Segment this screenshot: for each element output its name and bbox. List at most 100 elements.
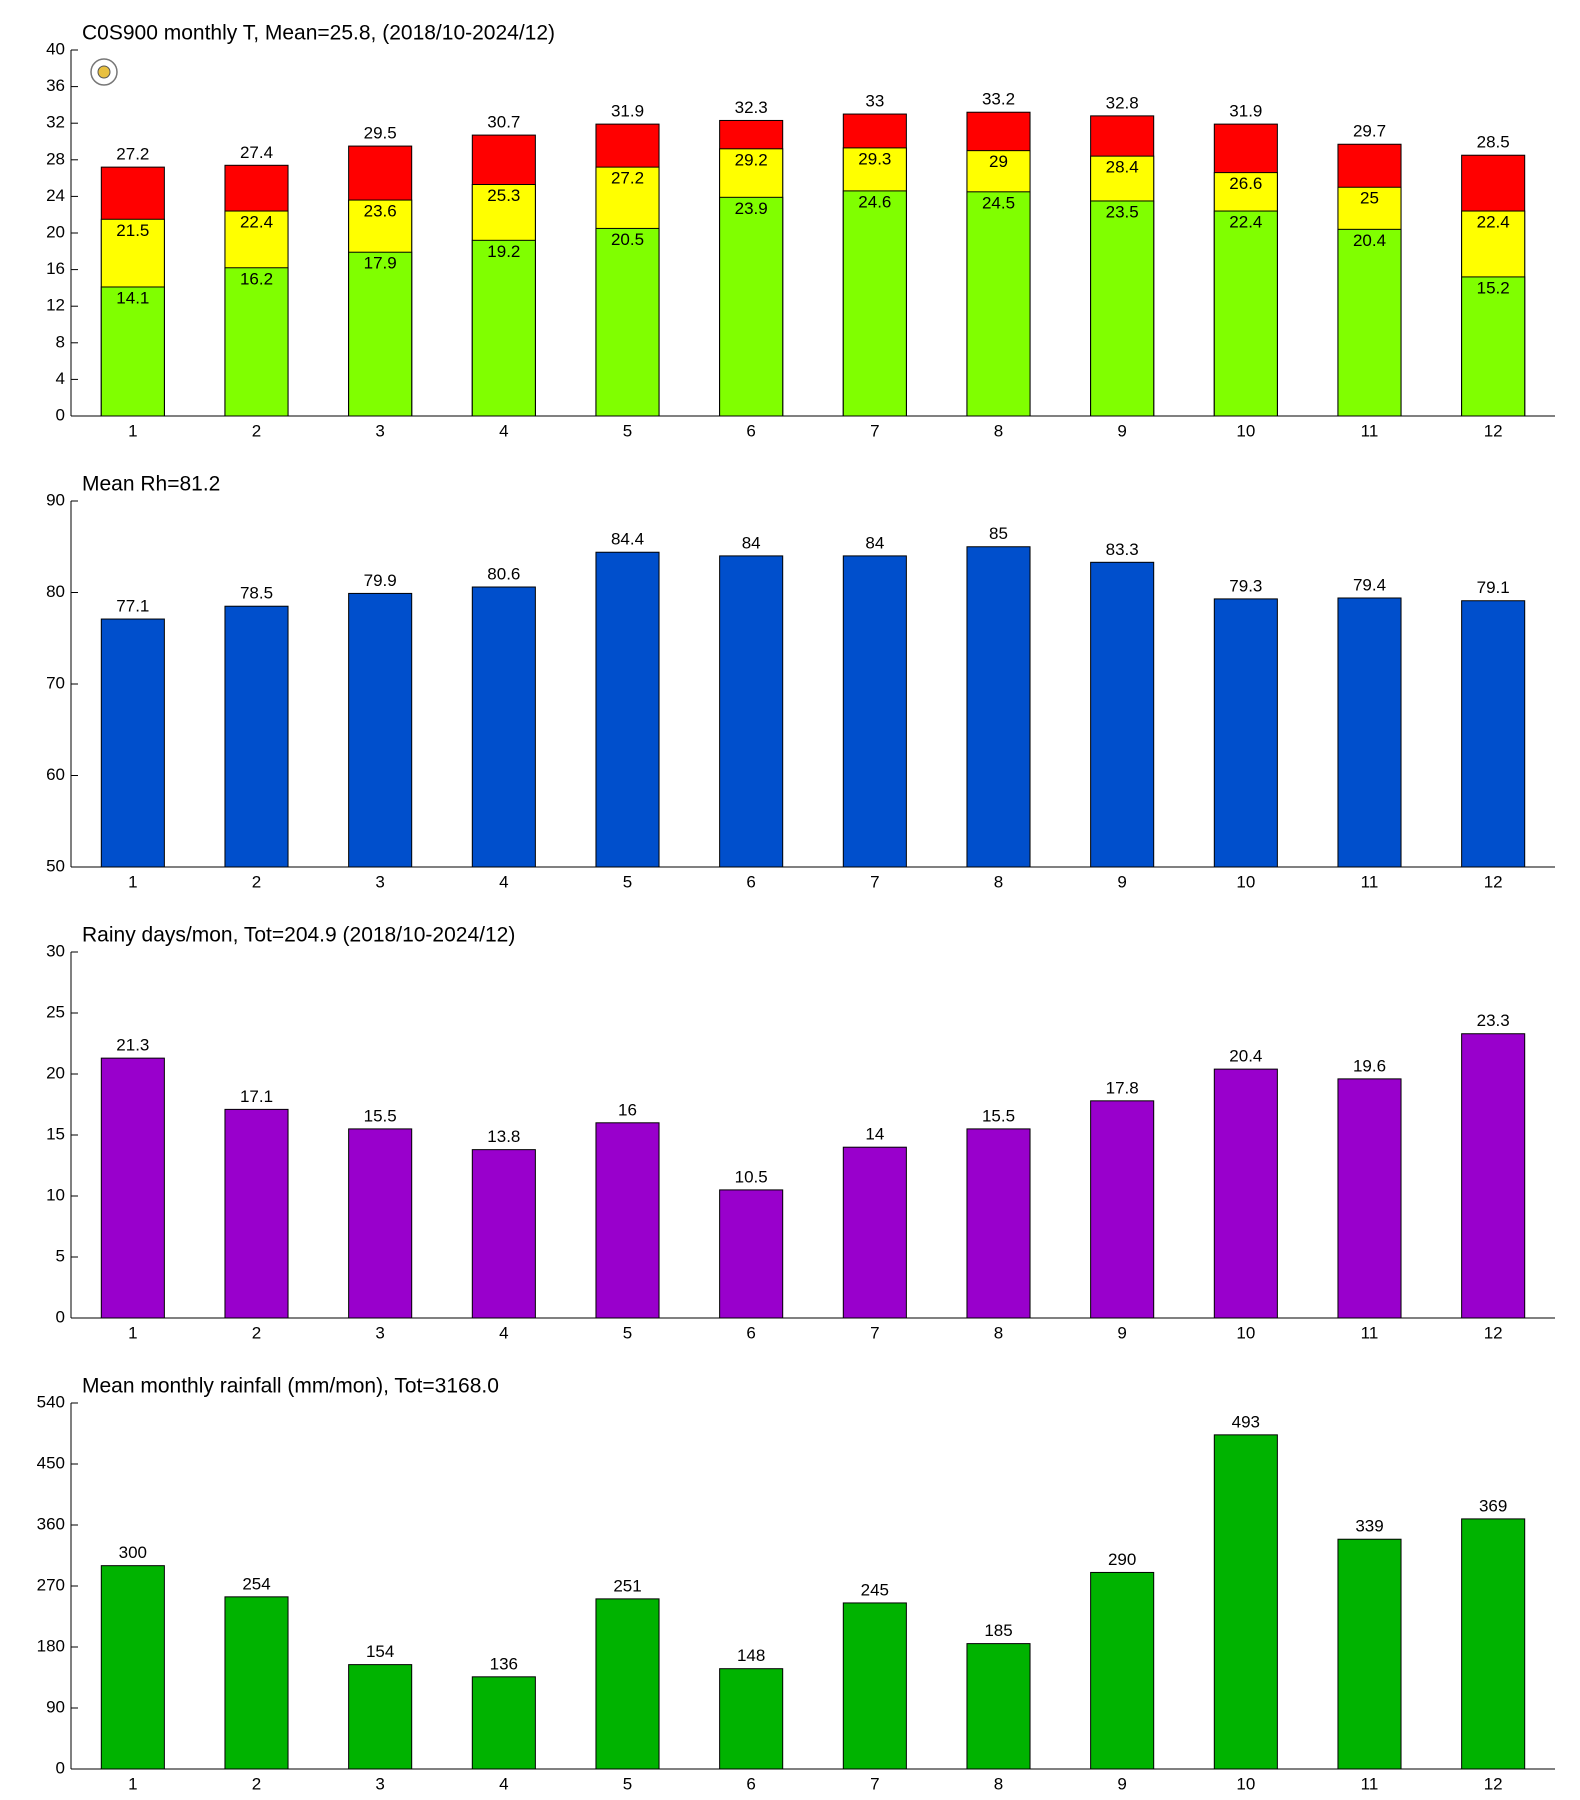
x-tick-label: 1 xyxy=(128,421,137,440)
data-label: 29 xyxy=(989,152,1008,171)
y-tick-label: 90 xyxy=(46,1697,65,1716)
bar xyxy=(595,551,660,868)
x-tick-label: 5 xyxy=(623,1774,632,1793)
y-tick-label: 15 xyxy=(46,1124,65,1143)
bar xyxy=(471,1676,536,1770)
y-tick-label: 270 xyxy=(37,1575,65,1594)
bar xyxy=(966,191,1031,417)
logo xyxy=(90,58,118,86)
x-tick-label: 9 xyxy=(1117,1323,1126,1342)
data-label: 26.6 xyxy=(1229,174,1262,193)
data-label: 27.4 xyxy=(240,143,273,162)
bar xyxy=(100,618,165,868)
data-label: 23.3 xyxy=(1477,1011,1510,1030)
bar xyxy=(471,586,536,868)
x-tick-label: 12 xyxy=(1484,421,1503,440)
x-tick-label: 8 xyxy=(994,1774,1003,1793)
data-label: 77.1 xyxy=(116,597,149,616)
bar xyxy=(224,1596,289,1770)
data-label: 22.4 xyxy=(1477,213,1510,232)
y-tick-label: 16 xyxy=(46,259,65,278)
bar xyxy=(224,267,289,417)
data-label: 251 xyxy=(613,1576,641,1595)
data-label: 136 xyxy=(490,1654,518,1673)
data-label: 33 xyxy=(865,92,884,111)
bar xyxy=(595,1598,660,1770)
x-tick-label: 4 xyxy=(499,872,508,891)
x-tick-label: 7 xyxy=(870,1323,879,1342)
data-label: 83.3 xyxy=(1106,540,1139,559)
x-tick-label: 2 xyxy=(252,1774,261,1793)
bar xyxy=(1461,1518,1526,1770)
bar xyxy=(842,1602,907,1770)
data-label: 290 xyxy=(1108,1550,1136,1569)
data-label: 15.2 xyxy=(1477,278,1510,297)
x-tick-label: 2 xyxy=(252,421,261,440)
bar xyxy=(1337,597,1402,868)
data-label: 84 xyxy=(865,533,884,552)
x-tick-label: 3 xyxy=(375,421,384,440)
x-tick-label: 4 xyxy=(499,1774,508,1793)
x-tick-label: 10 xyxy=(1236,1323,1255,1342)
data-label: 20.4 xyxy=(1229,1047,1262,1066)
data-label: 28.4 xyxy=(1106,158,1139,177)
data-label: 10.5 xyxy=(735,1167,768,1186)
data-label: 369 xyxy=(1479,1496,1507,1515)
y-tick-label: 24 xyxy=(46,186,65,205)
bar xyxy=(966,1643,1031,1770)
bar xyxy=(595,1122,660,1319)
bar xyxy=(966,1128,1031,1319)
data-label: 27.2 xyxy=(611,169,644,188)
bar xyxy=(719,1668,784,1770)
bar xyxy=(348,1128,413,1319)
data-label: 185 xyxy=(984,1621,1012,1640)
x-tick-label: 12 xyxy=(1484,872,1503,891)
data-label: 19.2 xyxy=(487,242,520,261)
bar xyxy=(719,1189,784,1319)
y-tick-label: 32 xyxy=(46,113,65,132)
data-label: 23.6 xyxy=(364,202,397,221)
bar xyxy=(1461,1033,1526,1319)
y-tick-label: 540 xyxy=(37,1392,65,1411)
data-label: 31.9 xyxy=(611,102,644,121)
x-tick-label: 1 xyxy=(128,872,137,891)
data-label: 300 xyxy=(119,1543,147,1562)
bar xyxy=(1337,1538,1402,1770)
bar xyxy=(100,286,165,417)
bar xyxy=(1213,1068,1278,1319)
y-tick-label: 0 xyxy=(56,405,65,424)
x-tick-label: 3 xyxy=(375,1774,384,1793)
data-label: 22.4 xyxy=(240,213,273,232)
chart-title: Rainy days/mon, Tot=204.9 (2018/10-2024/… xyxy=(82,924,515,947)
data-label: 84.4 xyxy=(611,530,644,549)
data-label: 24.6 xyxy=(858,192,891,211)
x-tick-label: 3 xyxy=(375,1323,384,1342)
x-tick-label: 11 xyxy=(1361,1774,1379,1793)
bar xyxy=(348,1664,413,1770)
y-tick-label: 0 xyxy=(56,1307,65,1326)
bar xyxy=(224,605,289,868)
x-tick-label: 10 xyxy=(1236,872,1255,891)
x-tick-label: 5 xyxy=(623,421,632,440)
x-tick-label: 3 xyxy=(375,872,384,891)
data-label: 27.2 xyxy=(116,145,149,164)
data-label: 29.3 xyxy=(858,149,891,168)
data-label: 22.4 xyxy=(1229,213,1262,232)
x-tick-label: 9 xyxy=(1117,421,1126,440)
x-tick-label: 11 xyxy=(1361,421,1379,440)
y-tick-label: 450 xyxy=(37,1453,65,1472)
chart-title: Mean monthly rainfall (mm/mon), Tot=3168… xyxy=(82,1375,499,1398)
x-tick-label: 6 xyxy=(746,1323,755,1342)
data-label: 79.1 xyxy=(1477,578,1510,597)
y-tick-label: 180 xyxy=(37,1636,65,1655)
bar xyxy=(842,1146,907,1319)
x-tick-label: 11 xyxy=(1361,1323,1379,1342)
bar xyxy=(966,546,1031,868)
data-label: 148 xyxy=(737,1646,765,1665)
x-tick-label: 10 xyxy=(1236,1774,1255,1793)
bar xyxy=(1213,598,1278,868)
data-label: 245 xyxy=(861,1580,889,1599)
x-tick-label: 7 xyxy=(870,872,879,891)
bar xyxy=(1461,600,1526,868)
data-label: 79.4 xyxy=(1353,575,1386,594)
